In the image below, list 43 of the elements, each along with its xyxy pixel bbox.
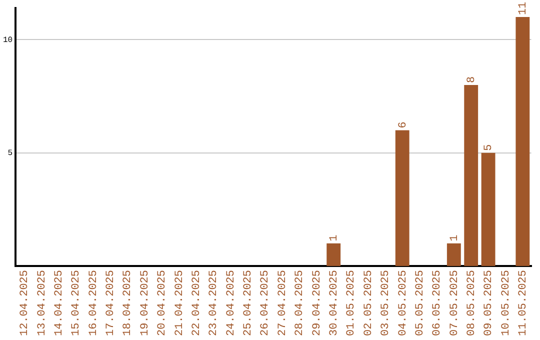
- x-tick-label: 07.05.2025: [448, 270, 461, 336]
- data-label: 1: [448, 234, 461, 242]
- data-label: 5: [483, 144, 496, 151]
- x-tick-label: 12.04.2025: [19, 270, 32, 336]
- x-tick-label: 26.04.2025: [260, 270, 272, 336]
- bar: [464, 84, 478, 266]
- data-label: 11: [518, 1, 530, 16]
- data-label: 6: [397, 122, 410, 128]
- x-tick-label: 02.05.2025: [362, 270, 375, 336]
- x-tick-label: 20.04.2025: [156, 270, 169, 336]
- x-tick-label: 15.04.2025: [70, 270, 83, 336]
- x-tick-label: 09.05.2025: [483, 270, 496, 336]
- x-tick-label: 22.04.2025: [190, 270, 203, 336]
- x-tick-label: 06.05.2025: [432, 270, 444, 336]
- data-label: 8: [466, 76, 478, 83]
- x-tick-label: 08.05.2025: [466, 270, 478, 336]
- x-tick-label: 03.05.2025: [380, 270, 392, 336]
- x-tick-label: 18.04.2025: [122, 270, 134, 336]
- bar: [481, 152, 496, 266]
- x-tick-label: 21.04.2025: [174, 270, 186, 336]
- x-tick-label: 23.04.2025: [208, 270, 220, 336]
- x-tick-label: 14.04.2025: [53, 270, 66, 336]
- x-tick-label: 29.04.2025: [311, 270, 324, 336]
- x-tick-label: 13.04.2025: [36, 270, 48, 336]
- y-tick-label: 10: [2, 36, 13, 45]
- data-label: 1: [328, 234, 340, 242]
- x-tick-label: 05.05.2025: [414, 270, 426, 336]
- x-tick-label: 28.04.2025: [294, 270, 306, 336]
- x-tick-label: 11.05.2025: [518, 270, 530, 336]
- x-tick-label: 19.04.2025: [139, 270, 152, 336]
- bar: [395, 130, 410, 266]
- x-tick-label: 01.05.2025: [346, 270, 358, 336]
- x-tick-label: 10.05.2025: [500, 270, 512, 336]
- x-tick-label: 25.04.2025: [242, 270, 255, 336]
- x-tick-label: 24.04.2025: [225, 270, 238, 336]
- x-tick-label: 16.04.2025: [88, 270, 100, 336]
- bar: [326, 243, 341, 266]
- bar: [516, 17, 530, 266]
- x-tick-label: 30.04.2025: [328, 270, 340, 336]
- x-tick-label: 27.04.2025: [276, 270, 289, 336]
- x-tick-label: 04.05.2025: [397, 270, 410, 336]
- x-tick-label: 17.04.2025: [105, 270, 118, 336]
- bar: [446, 243, 461, 266]
